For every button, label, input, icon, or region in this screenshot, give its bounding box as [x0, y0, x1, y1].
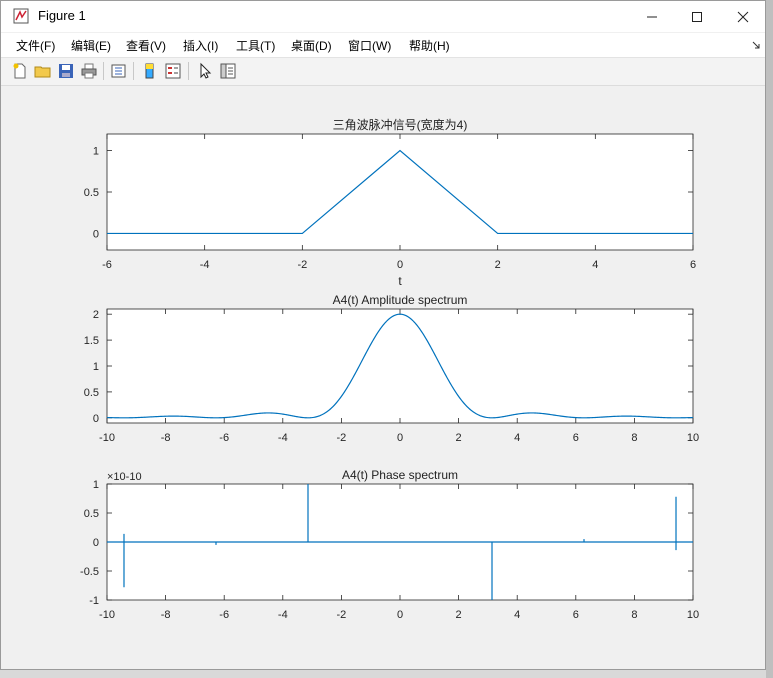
- series-line: [107, 149, 693, 235]
- axes-2: -10 -8 -6 -4 -2 0 2 4 6 8 10 0 0.5 1 1.5 2 A4(t) Amplitu…: [84, 293, 699, 444]
- menu-file[interactable]: 文件(F): [16, 39, 56, 53]
- x-tick-label: 8: [631, 432, 637, 444]
- y-tick-label: -0.5: [80, 566, 99, 578]
- x-tick-label: 6: [573, 609, 579, 621]
- x-tick-label: 0: [397, 609, 403, 621]
- matlab-figure-icon: [13, 8, 29, 24]
- y-tick-label: 0: [93, 537, 99, 549]
- x-tick-label: -4: [278, 432, 288, 444]
- toolbar-separator: [133, 62, 134, 80]
- axes-box: [106, 308, 694, 424]
- chart-title: A4(t) Amplitude spectrum: [333, 293, 468, 307]
- x-tick-label: -2: [337, 609, 347, 621]
- x-tick-label: 10: [687, 609, 699, 621]
- pointer-icon[interactable]: [196, 62, 214, 80]
- menu-edit[interactable]: 编辑(E): [71, 39, 111, 53]
- chart-title: 三角波脉冲信号(宽度为4): [333, 117, 468, 132]
- x-tick-label: -4: [278, 609, 288, 621]
- x-tick-label: -10: [99, 432, 115, 444]
- y-tick-label: 2: [93, 309, 99, 321]
- x-tick-label: 8: [631, 609, 637, 621]
- x-tick-label: 0: [397, 259, 403, 271]
- y-tick-label: 0.5: [84, 387, 99, 399]
- series-line: [106, 313, 694, 419]
- maximize-button[interactable]: [674, 1, 720, 32]
- legend-icon[interactable]: [164, 62, 182, 80]
- y-tick-label: 1: [93, 146, 99, 158]
- y-exponent-label: ×10-10: [107, 471, 142, 483]
- colorbar-icon[interactable]: [141, 62, 159, 80]
- x-tick-label: 6: [690, 259, 696, 271]
- x-tick-label: -2: [337, 432, 347, 444]
- print-icon[interactable]: [80, 62, 98, 80]
- menu-help[interactable]: 帮助(H): [409, 39, 450, 53]
- title-bar: Figure 1: [1, 1, 765, 32]
- close-button[interactable]: [720, 1, 766, 32]
- x-tick-label: 4: [592, 259, 598, 271]
- x-axis-label: t: [398, 274, 402, 288]
- y-tick-label: 0.5: [84, 187, 99, 199]
- figure-toolbar: [1, 58, 765, 86]
- new-file-icon[interactable]: [11, 62, 29, 80]
- dock-arrow-icon[interactable]: [751, 40, 761, 50]
- property-editor-icon[interactable]: [219, 62, 237, 80]
- figure-window: Figure 1 文件(F) 编辑(E) 查看(V) 插入(I) 工具(T) 桌…: [0, 0, 766, 670]
- save-icon[interactable]: [57, 62, 75, 80]
- axes-1: -6 -4 -2 0 2 4 6 0 0.5 1 三角波脉冲信号(宽度为4) t: [84, 117, 696, 288]
- toolbar-separator: [103, 62, 104, 80]
- window-title: Figure 1: [38, 8, 86, 23]
- y-tick-label: 0: [93, 228, 99, 240]
- maximize-icon: [692, 11, 702, 22]
- minimize-button[interactable]: [629, 1, 675, 32]
- x-tick-label: 2: [456, 609, 462, 621]
- menu-desktop[interactable]: 桌面(D): [291, 39, 332, 53]
- x-tick-label: 2: [495, 259, 501, 271]
- open-folder-icon[interactable]: [34, 62, 52, 80]
- x-tick-label: -2: [297, 259, 307, 271]
- x-tick-label: -6: [219, 609, 229, 621]
- menu-tools[interactable]: 工具(T): [236, 39, 276, 53]
- background-window-edge: [766, 0, 773, 678]
- x-tick-label: -6: [219, 432, 229, 444]
- y-tick-label: -1: [89, 595, 99, 607]
- chart-title: A4(t) Phase spectrum: [342, 468, 458, 482]
- menu-view[interactable]: 查看(V): [126, 39, 166, 53]
- y-tick-label: 1: [93, 479, 99, 491]
- close-icon: [737, 11, 749, 22]
- axes-3: -10 -8 -6 -4 -2 0 2 4 6 8 10 -1 -0.5 0 0.5 1 A4(t) Phase…: [80, 468, 699, 621]
- x-tick-label: 6: [573, 432, 579, 444]
- x-tick-label: -8: [161, 432, 171, 444]
- minimize-icon: [647, 16, 657, 17]
- y-tick-label: 0: [93, 413, 99, 425]
- x-tick-label: 4: [514, 432, 520, 444]
- x-tick-label: -4: [200, 259, 210, 271]
- menu-bar: 文件(F) 编辑(E) 查看(V) 插入(I) 工具(T) 桌面(D) 窗口(W…: [1, 33, 765, 58]
- menu-window[interactable]: 窗口(W): [348, 39, 392, 53]
- x-tick-label: -6: [102, 259, 112, 271]
- x-tick-label: 2: [456, 432, 462, 444]
- y-tick-label: 1: [93, 361, 99, 373]
- y-tick-label: 1.5: [84, 335, 99, 347]
- x-tick-label: 0: [397, 432, 403, 444]
- y-tick-label: 0.5: [84, 508, 99, 520]
- x-tick-label: 10: [687, 432, 699, 444]
- toolbar-separator: [188, 62, 189, 80]
- x-tick-label: 4: [514, 609, 520, 621]
- x-tick-label: -8: [161, 609, 171, 621]
- x-tick-label: -10: [99, 609, 115, 621]
- menu-insert[interactable]: 插入(I): [183, 39, 219, 53]
- axes-box: [106, 133, 694, 251]
- link-icon[interactable]: [110, 62, 128, 80]
